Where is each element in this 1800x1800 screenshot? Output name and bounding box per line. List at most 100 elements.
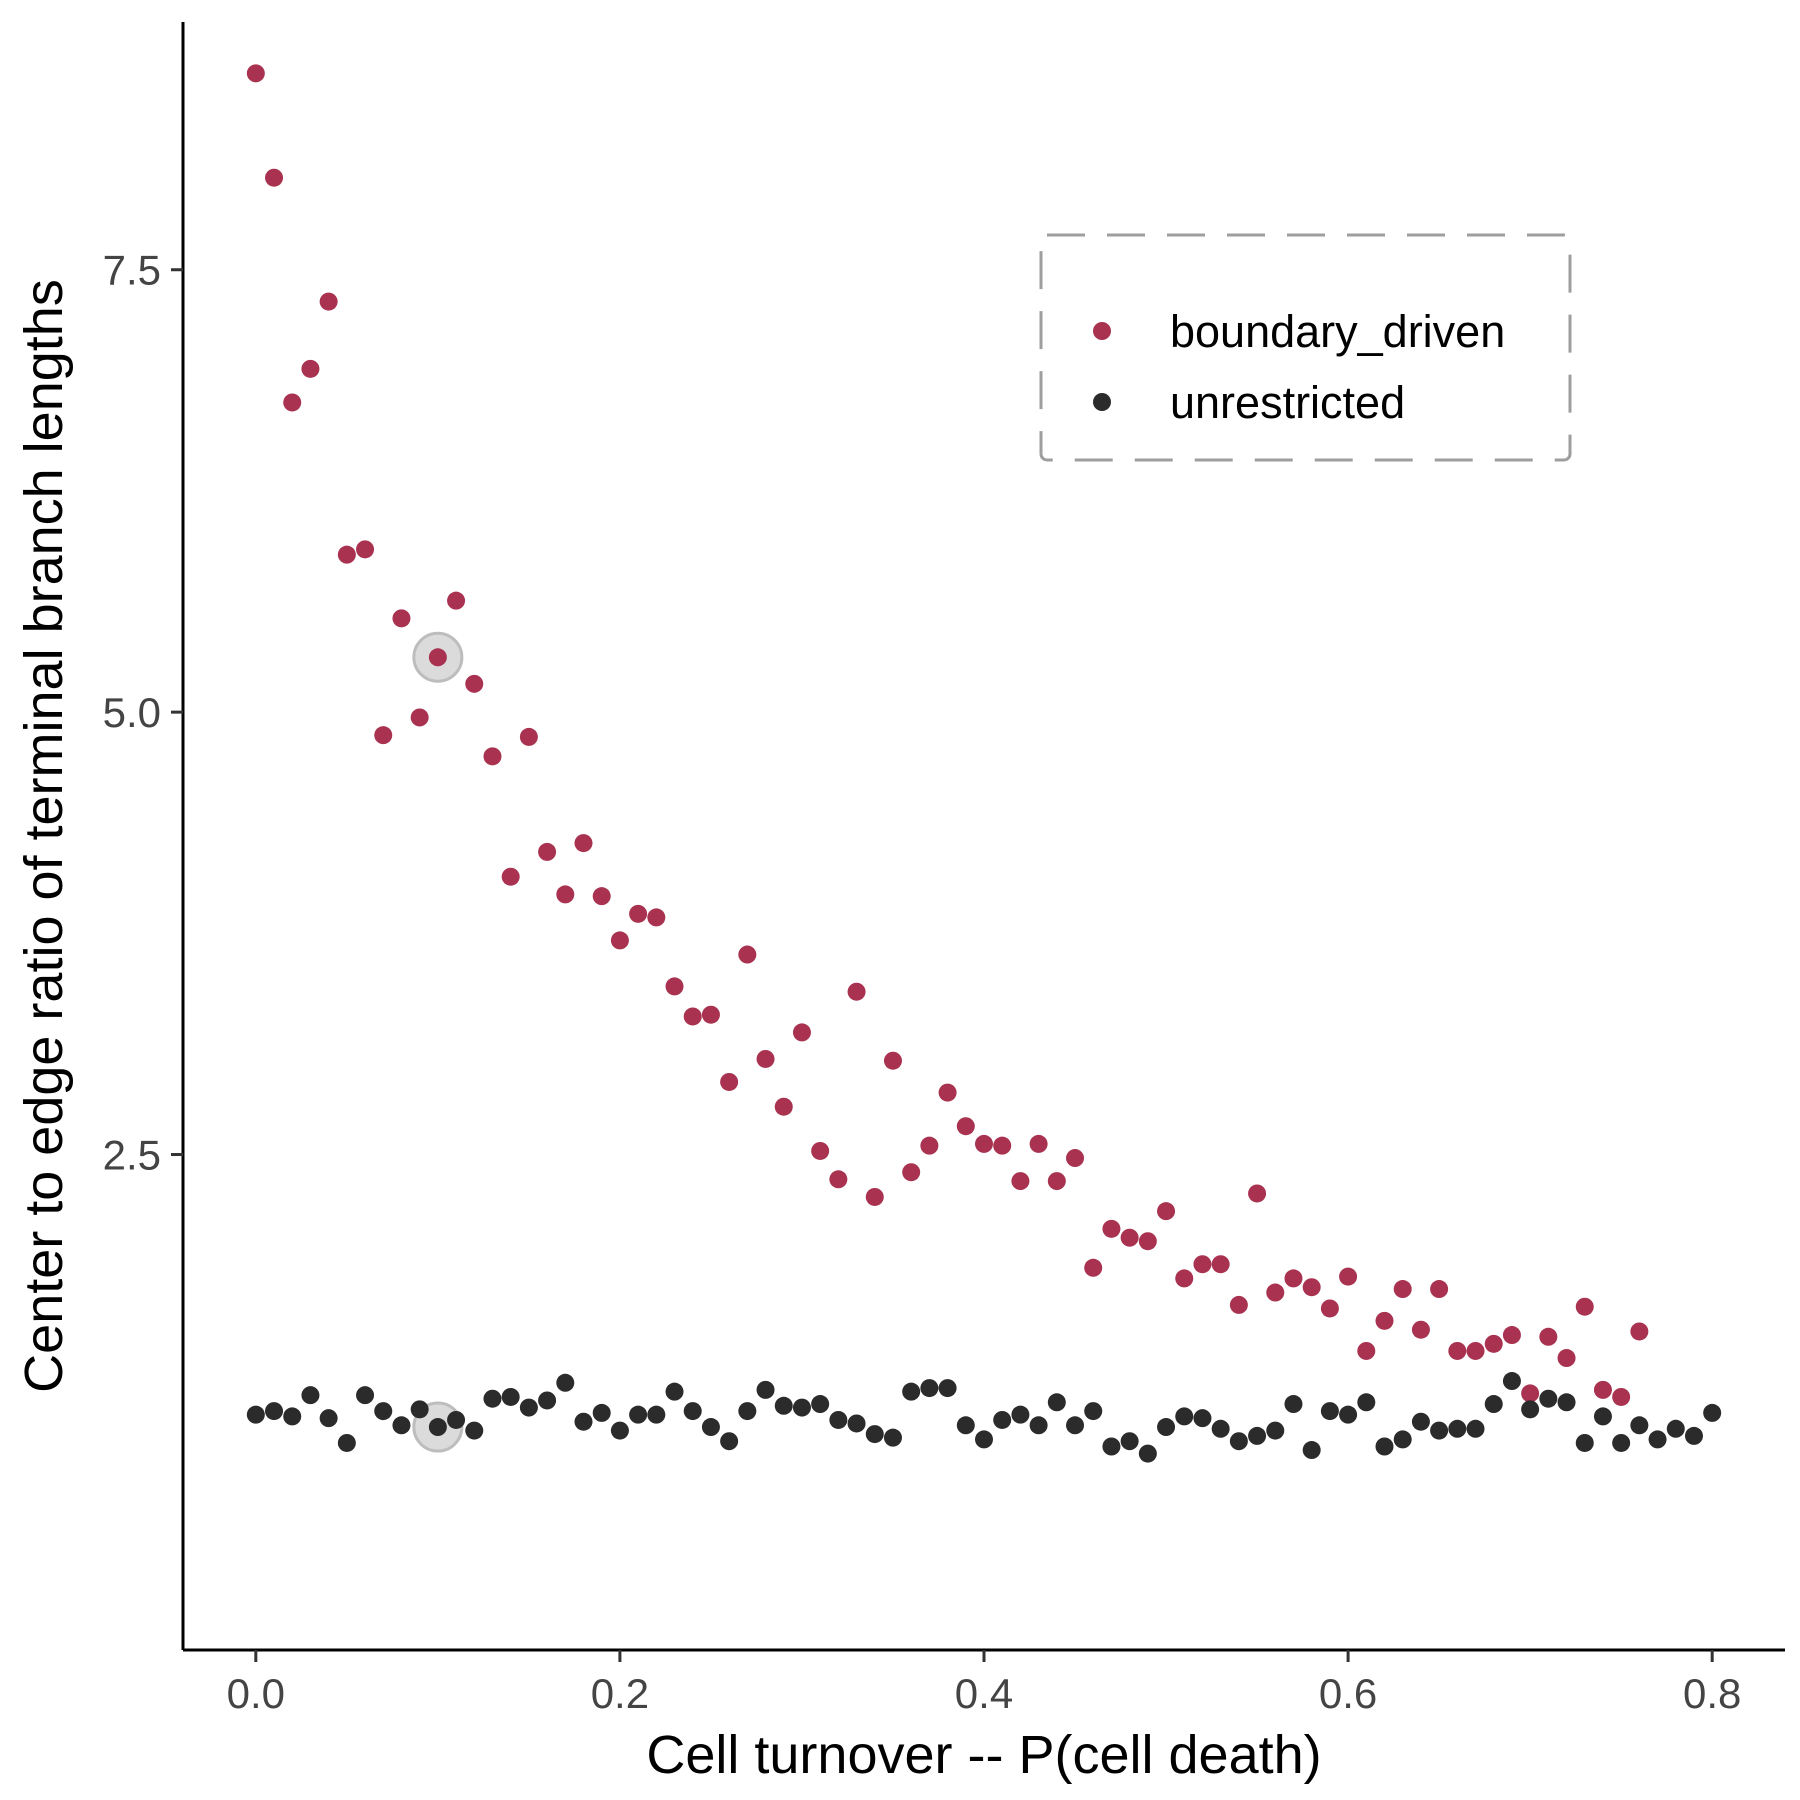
- point-boundary-driven: [756, 1049, 775, 1068]
- point-boundary-driven: [283, 393, 302, 412]
- point-boundary-driven: [1266, 1283, 1285, 1302]
- point-unrestricted: [975, 1430, 993, 1449]
- point-boundary-driven: [993, 1136, 1012, 1155]
- point-unrestricted: [1593, 1407, 1612, 1426]
- point-boundary-driven: [865, 1187, 884, 1206]
- point-boundary-driven: [465, 674, 484, 693]
- point-boundary-driven: [811, 1141, 830, 1160]
- point-unrestricted: [283, 1407, 302, 1426]
- point-unrestricted: [1393, 1430, 1412, 1449]
- point-unrestricted: [501, 1387, 520, 1406]
- point-boundary-driven: [265, 168, 284, 187]
- point-boundary-driven: [1066, 1149, 1085, 1168]
- point-boundary-driven: [1284, 1269, 1303, 1288]
- point-unrestricted: [246, 1405, 265, 1424]
- point-unrestricted: [1138, 1444, 1157, 1463]
- point-boundary-driven: [665, 977, 684, 996]
- point-boundary-driven: [920, 1136, 939, 1155]
- point-unrestricted: [337, 1433, 356, 1452]
- point-unrestricted: [1666, 1419, 1685, 1438]
- y-tick-label: 2.5: [103, 1132, 161, 1179]
- point-boundary-driven: [1539, 1327, 1558, 1346]
- point-boundary-driven: [1248, 1184, 1267, 1203]
- point-boundary-driven: [720, 1072, 739, 1091]
- point-boundary-driven: [1630, 1322, 1649, 1341]
- point-boundary-driven: [1320, 1299, 1339, 1318]
- point-boundary-driven: [319, 292, 338, 311]
- point-boundary-driven: [683, 1007, 702, 1026]
- point-boundary-driven: [774, 1097, 793, 1116]
- point-unrestricted: [1466, 1419, 1485, 1438]
- point-unrestricted: [1575, 1433, 1594, 1452]
- point-unrestricted: [1011, 1405, 1030, 1424]
- point-unrestricted: [1066, 1416, 1085, 1435]
- point-unrestricted: [1248, 1426, 1267, 1445]
- point-boundary-driven: [1375, 1311, 1394, 1330]
- highlight-markers: [412, 631, 464, 1453]
- point-boundary-driven: [701, 1005, 720, 1024]
- point-unrestricted: [1157, 1418, 1176, 1437]
- point-boundary-driven: [574, 834, 593, 853]
- point-boundary-driven: [1466, 1341, 1485, 1360]
- point-unrestricted: [1175, 1407, 1194, 1426]
- point-unrestricted: [792, 1398, 811, 1417]
- point-unrestricted: [1193, 1409, 1212, 1428]
- point-unrestricted: [483, 1389, 502, 1408]
- point-unrestricted: [1703, 1403, 1722, 1422]
- point-boundary-driven: [883, 1051, 902, 1070]
- point-boundary-driven: [1120, 1228, 1139, 1247]
- point-unrestricted: [447, 1410, 466, 1429]
- y-tick-label: 5.0: [103, 689, 161, 736]
- point-unrestricted: [647, 1405, 666, 1424]
- legend: boundary_driven unrestricted: [1039, 233, 1572, 462]
- point-unrestricted: [1084, 1402, 1103, 1421]
- point-boundary-driven: [301, 359, 320, 378]
- point-boundary-driven: [483, 747, 502, 766]
- point-unrestricted: [1521, 1400, 1540, 1419]
- point-boundary-driven: [1357, 1341, 1376, 1360]
- point-unrestricted: [1448, 1419, 1467, 1438]
- point-unrestricted: [956, 1416, 975, 1435]
- x-tick-label: 0.6: [1319, 1670, 1377, 1717]
- point-boundary-driven: [1612, 1387, 1631, 1406]
- point-boundary-driven: [447, 591, 466, 610]
- point-boundary-driven: [392, 609, 411, 628]
- point-unrestricted: [683, 1402, 702, 1421]
- point-boundary-driven: [1593, 1380, 1612, 1399]
- point-boundary-driven: [428, 648, 447, 667]
- point-unrestricted: [756, 1380, 775, 1399]
- point-unrestricted: [610, 1421, 629, 1440]
- point-boundary-driven: [1393, 1280, 1412, 1299]
- point-unrestricted: [1284, 1395, 1303, 1414]
- point-unrestricted: [1557, 1393, 1576, 1412]
- point-boundary-driven: [829, 1170, 848, 1189]
- point-boundary-driven: [592, 887, 611, 906]
- point-unrestricted: [574, 1412, 593, 1431]
- point-boundary-driven: [1084, 1258, 1103, 1277]
- point-boundary-driven: [1138, 1232, 1157, 1251]
- legend-label-boundary-driven: boundary_driven: [1170, 306, 1505, 357]
- point-unrestricted: [847, 1414, 866, 1433]
- point-boundary-driven: [792, 1023, 811, 1042]
- y-tick-label: 7.5: [103, 247, 161, 294]
- point-unrestricted: [1502, 1372, 1521, 1391]
- x-tick-label: 0.4: [955, 1670, 1013, 1717]
- point-unrestricted: [1120, 1432, 1139, 1451]
- point-unrestricted: [883, 1428, 902, 1447]
- point-boundary-driven: [374, 726, 393, 745]
- point-unrestricted: [701, 1418, 720, 1437]
- point-unrestricted: [1539, 1389, 1558, 1408]
- x-tick-label: 0.0: [227, 1670, 285, 1717]
- point-unrestricted: [428, 1418, 447, 1437]
- point-boundary-driven: [647, 908, 666, 927]
- point-boundary-driven: [337, 545, 356, 564]
- point-boundary-driven: [975, 1134, 993, 1153]
- point-unrestricted: [301, 1386, 320, 1405]
- point-unrestricted: [1630, 1416, 1649, 1435]
- legend-symbol-unrestricted: [1093, 393, 1111, 411]
- point-unrestricted: [1047, 1393, 1066, 1412]
- point-unrestricted: [374, 1402, 393, 1421]
- point-boundary-driven: [1102, 1219, 1121, 1238]
- point-unrestricted: [1029, 1416, 1048, 1435]
- point-boundary-driven: [1339, 1267, 1358, 1286]
